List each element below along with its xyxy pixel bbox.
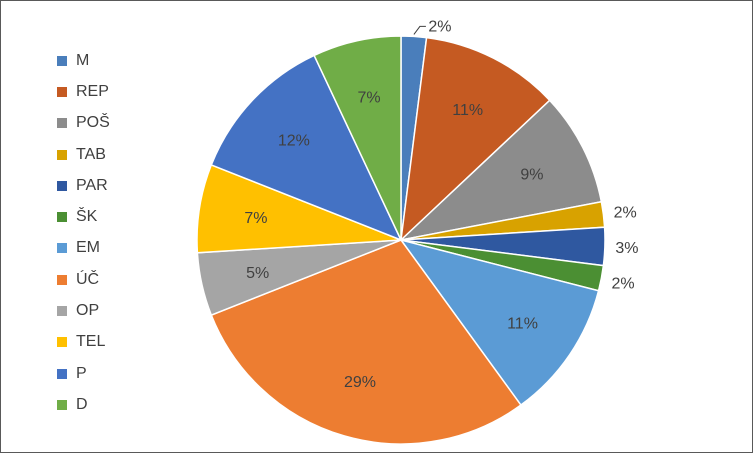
legend-item: POŠ [57, 108, 110, 139]
slice-data-label: 11% [507, 316, 538, 333]
legend-label: TEL [76, 333, 106, 351]
legend-swatch [57, 180, 67, 191]
legend-swatch [57, 118, 67, 129]
legend-label: D [76, 395, 88, 413]
legend-swatch [57, 86, 67, 97]
pie-slice [210, 54, 403, 242]
legend-item: REP [57, 76, 110, 107]
legend-swatch [57, 55, 67, 66]
legend-label: EM [76, 239, 100, 257]
legend-label: M [76, 51, 90, 69]
slice-data-label: 12% [278, 133, 310, 150]
legend-swatch [57, 337, 67, 348]
legend-swatch [57, 243, 67, 254]
pie-slice [313, 35, 402, 241]
slice-data-label: 3% [615, 240, 638, 257]
legend-label: ÚČ [76, 270, 100, 288]
pie-slice [399, 36, 551, 242]
legend-item: P [57, 358, 110, 389]
pie-slice [398, 99, 603, 242]
legend-swatch [57, 306, 67, 317]
slice-data-label: 5% [246, 265, 269, 282]
slice-data-label: 2% [614, 205, 637, 222]
slice-data-label: 11% [452, 102, 483, 119]
slice-data-label: 2% [611, 275, 634, 292]
legend-label: P [76, 364, 87, 382]
legend-item: EM [57, 233, 110, 264]
slice-data-label: 2% [428, 18, 451, 35]
legend-item: ÚČ [57, 264, 110, 295]
legend-label: REP [76, 82, 109, 100]
legend-label: ŠK [76, 208, 98, 226]
legend-swatch [57, 368, 67, 379]
legend-item: D [57, 389, 110, 420]
legend-item: TAB [57, 139, 110, 170]
legend-item: M [57, 45, 110, 76]
slice-data-label: 7% [357, 90, 380, 107]
pie-slices [196, 35, 606, 445]
legend-item: OP [57, 295, 110, 326]
leader-line [413, 25, 426, 35]
slice-data-label: 9% [520, 166, 543, 183]
legend-label: OP [76, 302, 100, 320]
legend-swatch [57, 399, 67, 410]
legend-label: TAB [76, 145, 106, 163]
slice-data-label: 7% [244, 210, 267, 227]
legend-swatch [57, 149, 67, 160]
pie-slice [399, 238, 600, 407]
legend-label: PAR [76, 176, 108, 194]
legend-item: ŠK [57, 201, 110, 232]
legend-swatch [57, 212, 67, 223]
pie-data-labels: 2% 11% 9% 2% 3% 2% 11% 29% 5% 7% 12% 7% [244, 18, 638, 391]
legend-swatch [57, 274, 67, 285]
legend-label: POŠ [76, 114, 110, 132]
slice-data-label: 29% [344, 374, 376, 391]
chart-legend: M REP POŠ TAB PAR ŠK EM ÚČ OP TEL P D [57, 45, 110, 421]
legend-item: PAR [57, 170, 110, 201]
pie-slice [210, 239, 522, 445]
legend-item: TEL [57, 327, 110, 358]
